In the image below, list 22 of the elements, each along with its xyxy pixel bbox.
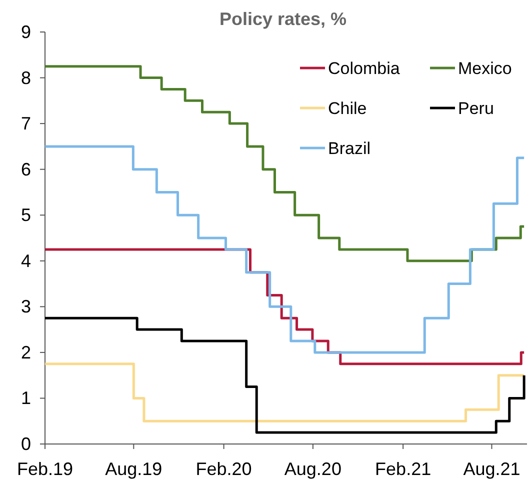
chart-title: Policy rates, % (219, 9, 347, 29)
x-tick-label: Aug.21 (463, 459, 520, 479)
y-tick-label: 3 (20, 296, 31, 317)
x-tick-label: Feb.19 (16, 459, 74, 479)
y-tick-label: 2 (20, 342, 31, 362)
legend-label: Colombia (328, 59, 400, 78)
legend-label: Brazil (328, 139, 371, 158)
y-tick-label: 5 (20, 205, 31, 226)
x-tick-label: Feb.20 (196, 459, 252, 479)
legend-label: Mexico (458, 59, 512, 78)
y-tick-label: 9 (20, 22, 31, 42)
y-tick-label: 6 (20, 159, 31, 180)
y-tick-label: 7 (20, 114, 31, 134)
y-tick-label: 8 (20, 68, 31, 88)
y-tick-label: 1 (20, 388, 31, 408)
legend-label: Chile (328, 99, 367, 118)
y-tick-label: 0 (20, 434, 31, 454)
y-tick-label: 4 (20, 250, 31, 271)
x-tick-label: Feb.21 (375, 459, 432, 479)
legend-label: Peru (458, 99, 494, 118)
x-tick-label: Aug.19 (105, 459, 162, 479)
x-tick-label: Aug.20 (284, 459, 342, 479)
